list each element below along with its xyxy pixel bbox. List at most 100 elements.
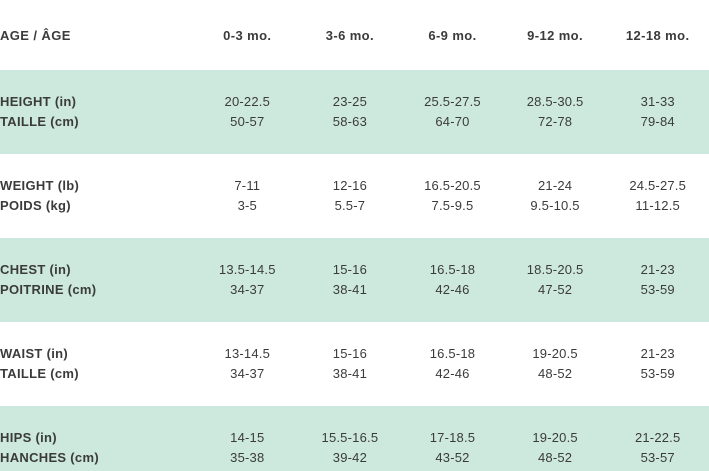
cell-value-metric: 39-42 [332,450,368,465]
cell-value-metric: 79-84 [640,114,675,129]
cell-value-metric: 7.5-9.5 [431,198,474,213]
cell-waist-4: 21-23 53-59 [606,322,709,406]
cell-value-imperial: 19-20.5 [532,346,578,361]
row-label-metric: HANCHES (cm) [0,450,99,465]
cell-waist-2: 16.5-18 42-46 [401,322,504,406]
cell-value-metric: 9.5-10.5 [530,198,580,213]
cell-value-imperial: 15-16 [332,262,368,277]
cell-value-imperial: 16.5-18 [429,262,476,277]
row-label-weight: WEIGHT (lb) POIDS (kg) [0,154,196,238]
cell-height-2: 25.5-27.5 64-70 [401,70,504,154]
cell-value-imperial: 20-22.5 [224,94,271,109]
cell-value-imperial: 19-20.5 [532,430,578,445]
header-row: AGE / ÂGE 0-3 mo. 3-6 mo. 6-9 mo. 9-12 m… [0,0,709,70]
cell-value-imperial: 14-15 [230,430,265,445]
cell-value-imperial: 17-18.5 [429,430,476,445]
table-body: HEIGHT (in) TAILLE (cm) 20-22.5 50-57 23… [0,70,709,471]
cell-value-imperial: 24.5-27.5 [629,178,687,193]
cell-value-metric: 35-38 [230,450,265,465]
cell-value-metric: 42-46 [435,366,470,381]
header-column-0: 0-3 mo. [223,27,272,43]
cell-value-imperial: 16.5-18 [429,346,476,361]
cell-value-metric: 47-52 [537,282,573,297]
cell-value-imperial: 28.5-30.5 [526,94,584,109]
row-label-metric: POITRINE (cm) [0,282,97,297]
table-row: WEIGHT (lb) POIDS (kg) 7-11 3-5 12-16 5.… [0,154,709,238]
cell-value-metric: 64-70 [435,114,470,129]
cell-waist-0: 13-14.5 34-37 [196,322,299,406]
cell-value-imperial: 21-22.5 [634,430,681,445]
cell-waist-1: 15-16 38-41 [299,322,402,406]
cell-value-metric: 48-52 [537,450,573,465]
cell-value-metric: 5.5-7 [334,198,366,213]
cell-value-imperial: 12-16 [332,178,368,193]
cell-height-3: 28.5-30.5 72-78 [504,70,607,154]
cell-value-metric: 53-57 [640,450,675,465]
row-label-metric: POIDS (kg) [0,198,71,213]
header-column-2: 6-9 mo. [428,27,477,43]
table-row: HEIGHT (in) TAILLE (cm) 20-22.5 50-57 23… [0,70,709,154]
header-column-4: 12-18 mo. [625,27,690,43]
table-header: AGE / ÂGE 0-3 mo. 3-6 mo. 6-9 mo. 9-12 m… [0,0,709,70]
cell-value-metric: 53-59 [640,282,675,297]
cell-value-imperial: 13-14.5 [224,346,271,361]
cell-value-imperial: 31-33 [640,94,675,109]
row-label-imperial: HEIGHT (in) [0,94,77,109]
row-label-hips: HIPS (in) HANCHES (cm) [0,406,196,471]
cell-value-imperial: 25.5-27.5 [424,94,481,109]
cell-chest-0: 13.5-14.5 34-37 [196,238,299,322]
cell-value-imperial: 21-23 [640,262,675,277]
row-label-chest: CHEST (in) POITRINE (cm) [0,238,196,322]
cell-value-metric: 38-41 [332,366,368,381]
cell-waist-3: 19-20.5 48-52 [504,322,607,406]
table-row: CHEST (in) POITRINE (cm) 13.5-14.5 34-37… [0,238,709,322]
cell-value-imperial: 15-16 [332,346,368,361]
cell-value-metric: 42-46 [435,282,470,297]
cell-height-4: 31-33 79-84 [606,70,709,154]
cell-hips-3: 19-20.5 48-52 [504,406,607,471]
cell-value-metric: 11-12.5 [635,198,680,213]
cell-chest-1: 15-16 38-41 [299,238,402,322]
cell-weight-3: 21-24 9.5-10.5 [504,154,607,238]
cell-hips-0: 14-15 35-38 [196,406,299,471]
row-label-metric: TAILLE (cm) [0,114,79,129]
cell-value-metric: 3-5 [237,198,257,213]
cell-value-metric: 34-37 [230,282,265,297]
cell-value-metric: 58-63 [332,114,368,129]
cell-value-imperial: 13.5-14.5 [218,262,276,277]
cell-weight-4: 24.5-27.5 11-12.5 [606,154,709,238]
cell-value-metric: 43-52 [435,450,470,465]
cell-value-metric: 50-57 [230,114,265,129]
cell-value-imperial: 15.5-16.5 [321,430,379,445]
cell-chest-2: 16.5-18 42-46 [401,238,504,322]
cell-value-imperial: 18.5-20.5 [526,262,584,277]
cell-weight-0: 7-11 3-5 [196,154,299,238]
cell-height-0: 20-22.5 50-57 [196,70,299,154]
cell-chest-3: 18.5-20.5 47-52 [504,238,607,322]
header-label-age: AGE / ÂGE [0,27,71,43]
row-label-waist: WAIST (in) TAILLE (cm) [0,322,196,406]
cell-value-imperial: 21-24 [537,178,573,193]
cell-chest-4: 21-23 53-59 [606,238,709,322]
row-label-height: HEIGHT (in) TAILLE (cm) [0,70,196,154]
table-row: HIPS (in) HANCHES (cm) 14-15 35-38 15.5-… [0,406,709,471]
cell-value-imperial: 23-25 [332,94,368,109]
cell-value-imperial: 7-11 [234,178,261,193]
cell-value-imperial: 21-23 [640,346,675,361]
cell-hips-2: 17-18.5 43-52 [401,406,504,471]
cell-hips-4: 21-22.5 53-57 [606,406,709,471]
header-column-1: 3-6 mo. [325,27,375,43]
header-column-3: 9-12 mo. [527,27,584,43]
cell-weight-2: 16.5-20.5 7.5-9.5 [401,154,504,238]
row-label-imperial: CHEST (in) [0,262,71,277]
cell-value-metric: 53-59 [640,366,675,381]
table-row: WAIST (in) TAILLE (cm) 13-14.5 34-37 15-… [0,322,709,406]
cell-height-1: 23-25 58-63 [299,70,402,154]
cell-weight-1: 12-16 5.5-7 [299,154,402,238]
cell-value-imperial: 16.5-20.5 [424,178,481,193]
row-label-imperial: HIPS (in) [0,430,57,445]
cell-value-metric: 48-52 [537,366,573,381]
row-label-imperial: WEIGHT (lb) [0,178,80,193]
